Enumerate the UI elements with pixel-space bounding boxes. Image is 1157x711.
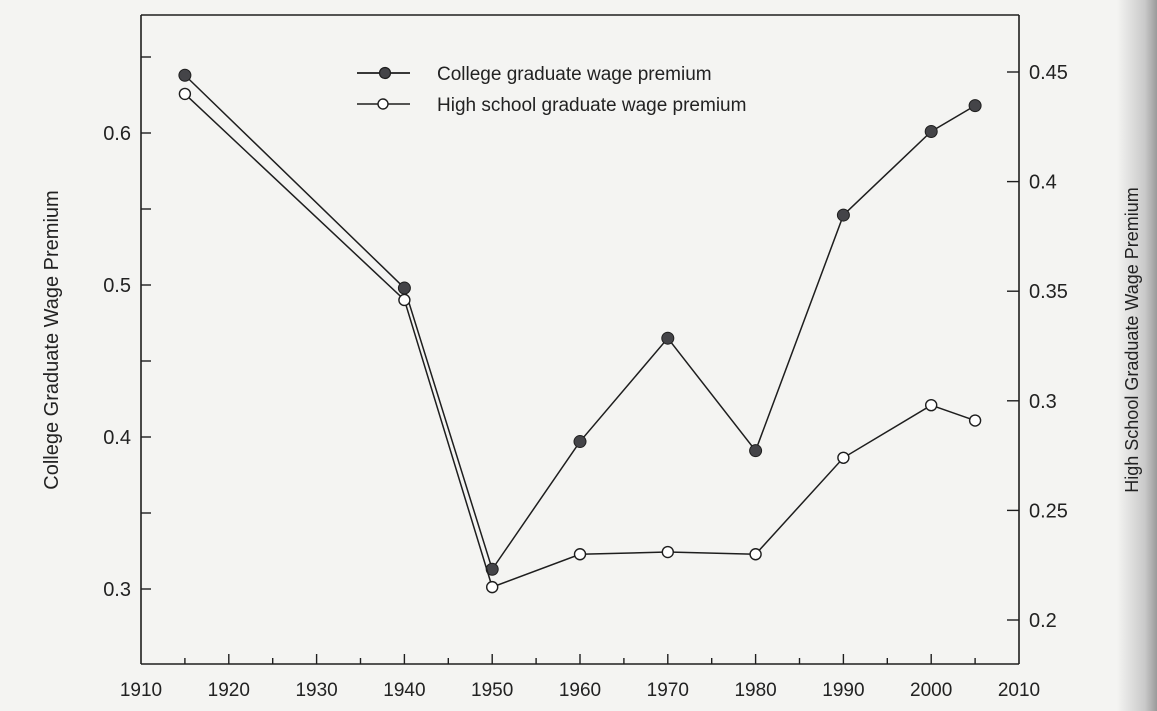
x-tick-label: 1980 [734, 680, 776, 701]
legend-label-college: College graduate wage premium [437, 64, 712, 85]
y-right-tick-label: 0.3 [1029, 391, 1057, 413]
x-axis: 1910 1920 1930 1940 1950 1960 1970 1980 1990 2000… [120, 654, 1040, 701]
open-circle-marker [661, 545, 674, 559]
open-circle-marker [486, 580, 499, 594]
y-left-tick-label: 0.4 [103, 427, 131, 449]
x-tick-label: 1970 [647, 680, 689, 701]
x-tick-label: 2010 [998, 680, 1040, 701]
filled-circle-marker [397, 281, 411, 295]
y-axis-right-title: High School Graduate Wage Premium [1122, 187, 1142, 492]
open-circle-marker [837, 451, 850, 464]
y-axis-right: 0.2 0.25 0.3 0.35 0.4 0.45 [1007, 62, 1068, 632]
x-tick-label: 1930 [295, 680, 337, 701]
x-tick-label: 1940 [383, 680, 425, 701]
filled-circle-marker [661, 331, 675, 345]
filled-circle-marker [968, 99, 982, 113]
y-axis-left-title: College Graduate Wage Premium [41, 190, 63, 489]
y-right-tick-label: 0.4 [1029, 172, 1057, 194]
filled-circle-marker [178, 68, 192, 82]
y-left-tick-label: 0.3 [103, 579, 131, 601]
legend-label-highschool: High school graduate wage premium [437, 95, 746, 116]
legend: College graduate wage premium High schoo… [357, 64, 746, 116]
open-circle-marker [749, 548, 762, 561]
y-right-tick-label: 0.35 [1029, 281, 1068, 303]
page-edge-shadow [1117, 0, 1157, 711]
series-line-1 [184, 93, 976, 589]
open-circle-marker [178, 87, 192, 101]
y-right-tick-label: 0.25 [1029, 500, 1068, 522]
series-line-0 [184, 74, 976, 571]
filled-circle-marker [573, 435, 587, 449]
legend-filled-circle-icon [378, 66, 392, 80]
series-group [178, 68, 982, 594]
y-left-tick-label: 0.5 [103, 275, 131, 297]
x-tick-label: 1960 [559, 680, 601, 701]
y-axis-left: 0.3 0.4 0.5 0.6 [103, 56, 151, 601]
x-tick-label: 1990 [822, 680, 864, 701]
y-right-tick-label: 0.45 [1029, 62, 1068, 84]
x-tick-label: 1950 [471, 680, 513, 701]
x-tick-label: 1920 [208, 680, 250, 701]
open-circle-marker [398, 293, 411, 307]
legend-open-circle-icon [377, 98, 389, 110]
filled-circle-marker [924, 124, 938, 138]
x-tick-label: 1910 [120, 680, 162, 701]
y-right-tick-label: 0.2 [1029, 610, 1057, 632]
filled-circle-marker [836, 208, 850, 222]
filled-circle-marker [749, 444, 763, 458]
y-left-tick-label: 0.6 [103, 123, 131, 145]
open-circle-marker [925, 398, 938, 412]
x-tick-label: 2000 [910, 680, 952, 701]
open-circle-marker [968, 414, 982, 427]
open-circle-marker [573, 548, 587, 561]
